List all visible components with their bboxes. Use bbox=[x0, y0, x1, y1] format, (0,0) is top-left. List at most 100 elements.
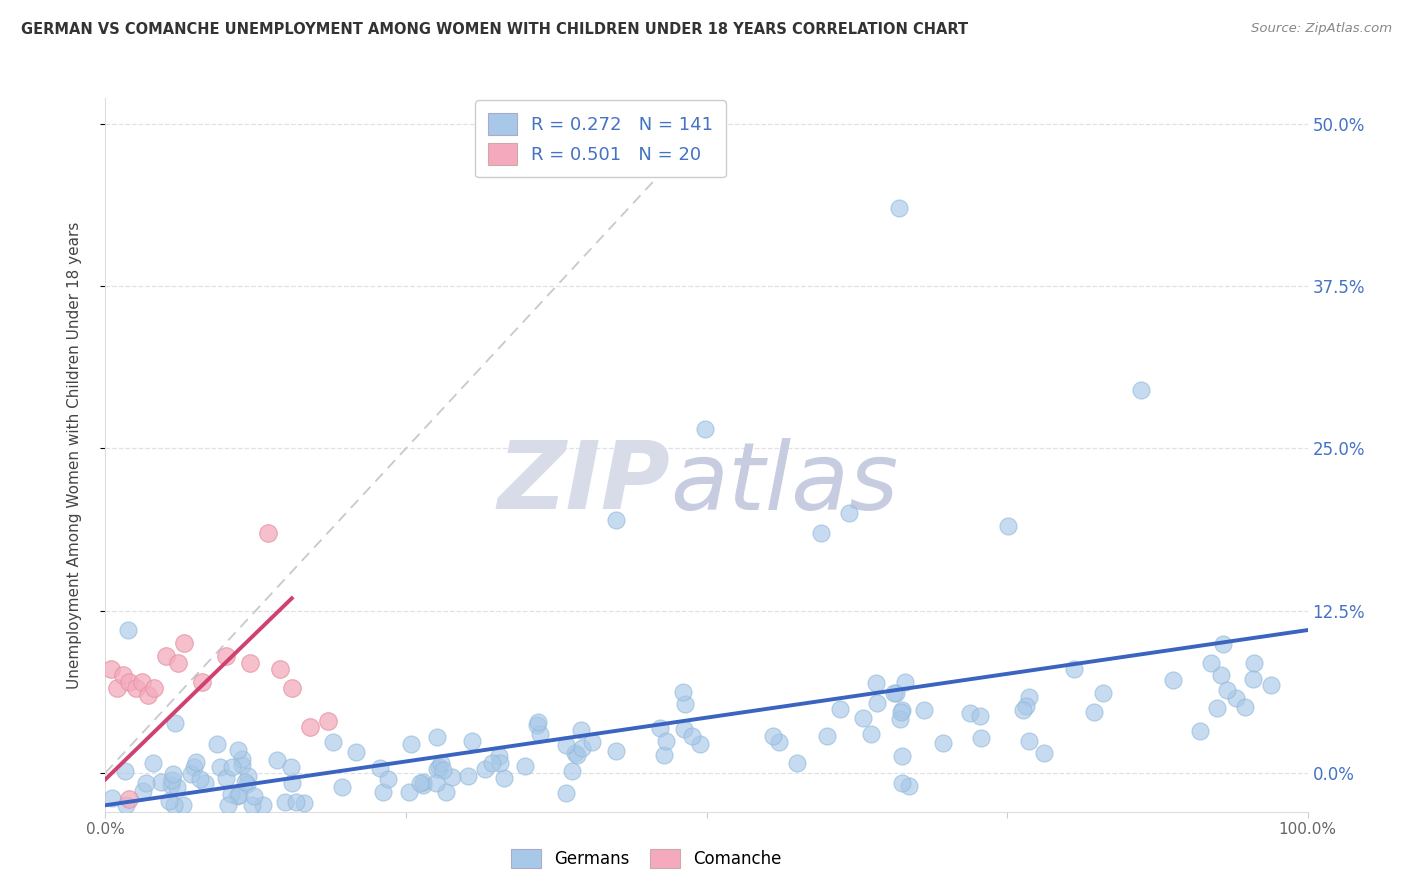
Point bbox=[373, 785, 395, 799]
Point bbox=[118, 791, 141, 805]
Point bbox=[1018, 734, 1040, 748]
Point bbox=[194, 776, 217, 790]
Point bbox=[236, 769, 259, 783]
Point bbox=[810, 525, 832, 540]
Point bbox=[1233, 700, 1256, 714]
Point bbox=[233, 775, 256, 789]
Point bbox=[527, 714, 550, 729]
Point bbox=[114, 764, 136, 779]
Text: atlas: atlas bbox=[671, 438, 898, 529]
Point bbox=[890, 703, 912, 717]
Point bbox=[280, 759, 302, 773]
Point bbox=[890, 749, 912, 764]
Point bbox=[1015, 698, 1038, 713]
Point bbox=[434, 785, 457, 799]
Point bbox=[605, 743, 627, 757]
Point bbox=[214, 648, 236, 663]
Point bbox=[1206, 701, 1229, 715]
Point bbox=[1260, 678, 1282, 692]
Point bbox=[1092, 686, 1115, 700]
Point bbox=[188, 772, 211, 786]
Point bbox=[571, 740, 593, 755]
Point bbox=[425, 775, 447, 789]
Point bbox=[891, 776, 914, 790]
Point bbox=[344, 745, 367, 759]
Point bbox=[432, 764, 454, 778]
Point bbox=[124, 681, 146, 696]
Point bbox=[828, 702, 851, 716]
Point bbox=[1225, 690, 1247, 705]
Point bbox=[266, 753, 288, 767]
Point bbox=[461, 734, 484, 748]
Point bbox=[239, 656, 262, 670]
Point bbox=[184, 755, 207, 769]
Point bbox=[399, 737, 422, 751]
Point bbox=[581, 735, 603, 749]
Point bbox=[883, 686, 905, 700]
Point bbox=[852, 711, 875, 725]
Point bbox=[673, 697, 696, 711]
Point bbox=[256, 525, 278, 540]
Point bbox=[887, 202, 910, 216]
Point bbox=[762, 729, 785, 743]
Point bbox=[513, 758, 536, 772]
Point bbox=[190, 675, 212, 690]
Point bbox=[136, 688, 159, 702]
Point bbox=[1012, 703, 1035, 717]
Point bbox=[1211, 668, 1233, 682]
Point bbox=[1083, 706, 1105, 720]
Point bbox=[159, 778, 181, 792]
Point bbox=[695, 422, 717, 436]
Point bbox=[107, 681, 129, 696]
Point bbox=[426, 730, 449, 744]
Point bbox=[1243, 657, 1265, 671]
Point bbox=[231, 757, 253, 772]
Point bbox=[865, 675, 887, 690]
Point bbox=[412, 775, 434, 789]
Point bbox=[1199, 656, 1222, 670]
Point bbox=[228, 789, 250, 803]
Point bbox=[932, 736, 955, 750]
Point bbox=[135, 776, 157, 790]
Point bbox=[226, 789, 249, 804]
Point bbox=[269, 662, 291, 676]
Point bbox=[672, 685, 695, 699]
Point bbox=[163, 798, 186, 813]
Point bbox=[655, 734, 678, 748]
Point bbox=[236, 777, 259, 791]
Point bbox=[231, 752, 253, 766]
Point bbox=[173, 636, 195, 650]
Point bbox=[1032, 746, 1054, 760]
Point bbox=[426, 762, 449, 776]
Point bbox=[430, 756, 453, 771]
Text: Source: ZipAtlas.com: Source: ZipAtlas.com bbox=[1251, 22, 1392, 36]
Point bbox=[488, 756, 510, 770]
Point bbox=[1215, 683, 1237, 698]
Point bbox=[959, 706, 981, 721]
Point bbox=[166, 656, 188, 670]
Point bbox=[886, 686, 908, 700]
Point bbox=[889, 712, 911, 726]
Point bbox=[866, 697, 889, 711]
Point bbox=[226, 743, 249, 757]
Point bbox=[569, 723, 592, 737]
Point bbox=[183, 760, 205, 774]
Point bbox=[440, 771, 463, 785]
Point bbox=[118, 675, 141, 690]
Point bbox=[284, 796, 307, 810]
Point bbox=[786, 756, 808, 770]
Point bbox=[1161, 673, 1184, 687]
Point bbox=[172, 798, 194, 813]
Point bbox=[273, 795, 295, 809]
Point bbox=[221, 787, 243, 801]
Y-axis label: Unemployment Among Women with Children Under 18 years: Unemployment Among Women with Children U… bbox=[67, 221, 82, 689]
Point bbox=[221, 760, 243, 774]
Point bbox=[162, 772, 184, 787]
Point bbox=[409, 775, 432, 789]
Point bbox=[815, 729, 838, 743]
Point bbox=[427, 760, 450, 774]
Point bbox=[969, 731, 991, 746]
Point bbox=[159, 794, 181, 808]
Point bbox=[398, 785, 420, 799]
Point bbox=[209, 760, 232, 774]
